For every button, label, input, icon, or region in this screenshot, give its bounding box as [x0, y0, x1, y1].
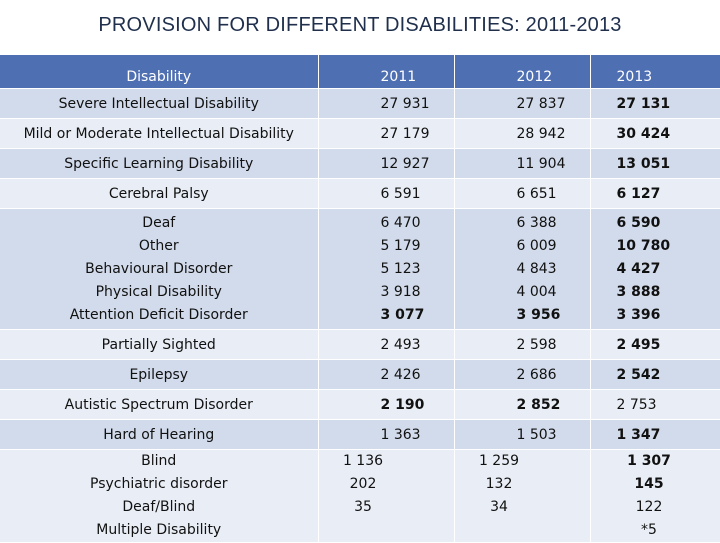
value-2013: 4 427: [616, 260, 661, 277]
value-2012: [455, 519, 544, 542]
value-2012: 1 503: [454, 419, 591, 450]
value-2012: 2 852: [454, 389, 591, 420]
value-2013: 6 590: [616, 214, 661, 231]
value-2013: 27 131: [590, 88, 720, 119]
table-row: Cerebral Palsy 6 591 6 651 6 127: [0, 178, 720, 209]
value-2011: 1 136: [342, 453, 384, 469]
table-row: Epilepsy 2 426 2 686 2 542: [0, 359, 720, 390]
value-2011: 3 918: [380, 283, 421, 300]
table-row: Autistic Spectrum Disorder 2 190 2 852 2…: [0, 389, 720, 420]
value-2011: 202: [349, 476, 377, 492]
value-2013: 2 753: [590, 389, 720, 420]
value-2013: 2 542: [590, 359, 720, 390]
row-label: Mild or Moderate Intellectual Disability: [0, 118, 319, 149]
value-2011: 27 179: [318, 118, 455, 149]
table-row-group: Deaf Other Behavioural Disorder Physical…: [0, 208, 720, 330]
row-label: Attention Deficit Disorder: [69, 306, 248, 323]
row-label: Psychiatric disorder: [90, 476, 228, 492]
value-2012: 6 009: [516, 237, 557, 254]
value-2013: 145: [634, 476, 664, 492]
value-2012: 34: [490, 499, 508, 515]
row-label: Physical Disability: [95, 283, 222, 300]
header-2011: 2011: [318, 55, 455, 89]
table-row-group: Blind Psychiatric disorder Deaf/Blind Mu…: [0, 449, 720, 543]
value-2011: 5 123: [380, 260, 421, 277]
value-2011: 5 179: [380, 237, 421, 254]
row-label: Hard of Hearing: [0, 419, 319, 450]
value-2011: 3 077: [380, 306, 425, 323]
header-2013: 2013: [590, 55, 720, 89]
value-2013: 6 127: [590, 178, 720, 209]
value-2012: 3 956: [516, 306, 561, 323]
value-2013: 1 347: [590, 419, 720, 450]
value-2013: *5: [641, 522, 657, 538]
value-2011: 12 927: [318, 148, 455, 179]
value-2013: 1 307: [627, 453, 671, 469]
row-label: Blind: [141, 453, 177, 469]
value-2012: 6 651: [454, 178, 591, 209]
value-2013: 30 424: [590, 118, 720, 149]
header-2012: 2012: [454, 55, 591, 89]
table-row: Hard of Hearing 1 363 1 503 1 347: [0, 419, 720, 450]
row-label: Severe Intellectual Disability: [0, 88, 319, 119]
value-2013: 2 495: [590, 329, 720, 360]
disability-table: Disability 2011 2012 2013 Severe Intelle…: [0, 55, 720, 543]
value-2012: 4 004: [516, 283, 557, 300]
value-2012: 28 942: [454, 118, 591, 149]
value-2012: 2 598: [454, 329, 591, 360]
value-2012: 6 388: [516, 214, 557, 231]
table-row: Partially Sighted 2 493 2 598 2 495: [0, 329, 720, 360]
header-disability: Disability: [0, 55, 319, 89]
value-2012: 2 686: [454, 359, 591, 390]
row-label: Cerebral Palsy: [0, 178, 319, 209]
table-row: Mild or Moderate Intellectual Disability…: [0, 118, 720, 149]
row-label: Behavioural Disorder: [85, 260, 233, 277]
value-2012: 4 843: [516, 260, 557, 277]
value-2011: 2 190: [318, 389, 455, 420]
value-2013: 13 051: [590, 148, 720, 179]
value-2013: 10 780: [616, 237, 671, 254]
value-2012: 1 259: [478, 453, 520, 469]
row-label: Partially Sighted: [0, 329, 319, 360]
table-row: Specific Learning Disability 12 927 11 9…: [0, 148, 720, 179]
value-2011: 1 363: [318, 419, 455, 450]
value-2011: 2 493: [318, 329, 455, 360]
row-label: Multiple Disability: [96, 522, 222, 538]
row-label: Deaf: [142, 214, 176, 231]
value-2012: 132: [485, 476, 513, 492]
row-label: Specific Learning Disability: [0, 148, 319, 179]
row-label: Autistic Spectrum Disorder: [0, 389, 319, 420]
value-2011: 2 426: [318, 359, 455, 390]
value-2013: 3 888: [616, 283, 661, 300]
table-row: Severe Intellectual Disability 27 931 27…: [0, 88, 720, 119]
value-2012: 11 904: [454, 148, 591, 179]
value-2013: 122: [635, 499, 663, 515]
value-2013: 3 396: [616, 306, 661, 323]
value-2011: 35: [354, 499, 372, 515]
row-label: Epilepsy: [0, 359, 319, 390]
value-2011: 6 591: [318, 178, 455, 209]
value-2011: 27 931: [318, 88, 455, 119]
value-2011: [319, 519, 408, 542]
page-title: PROVISION FOR DIFFERENT DISABILITIES: 20…: [98, 14, 622, 36]
value-2012: 27 837: [454, 88, 591, 119]
value-2011: 6 470: [380, 214, 421, 231]
row-label: Other: [138, 237, 179, 254]
row-label: Deaf/Blind: [122, 499, 196, 515]
table-header-row: Disability 2011 2012 2013: [0, 55, 720, 89]
